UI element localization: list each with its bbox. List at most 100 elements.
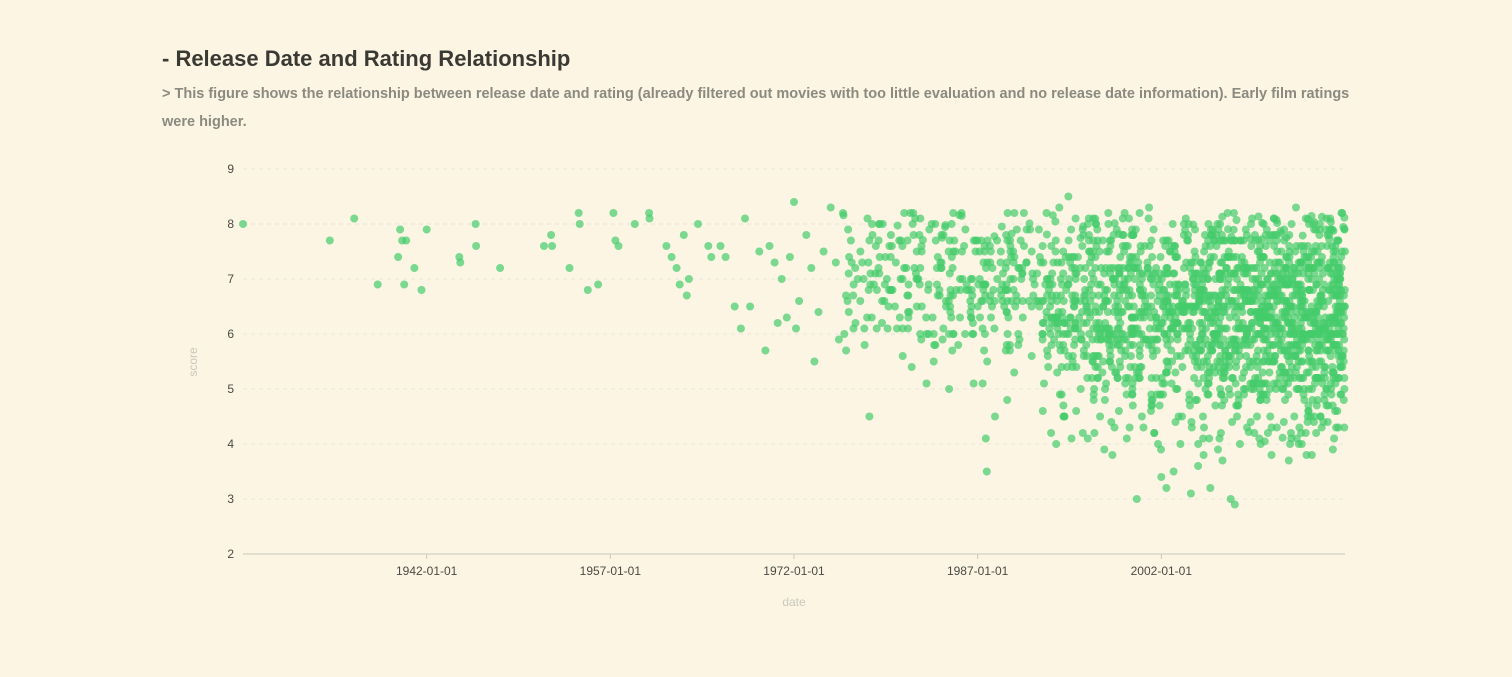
data-point [1093,363,1102,371]
data-point [904,280,913,289]
data-point [1076,234,1085,243]
data-point [1134,258,1143,267]
data-point [1247,308,1256,316]
data-point [1147,275,1156,283]
data-point [1076,264,1085,272]
data-point [863,214,872,223]
data-point [1248,214,1257,223]
data-point [1071,335,1080,344]
data-point [1104,247,1113,256]
data-point [968,330,977,338]
data-point [1009,258,1018,267]
data-point [1168,302,1177,311]
data-point [938,335,947,344]
data-point [1154,440,1162,448]
data-point [1169,467,1178,476]
data-point [1018,297,1027,305]
data-point [1332,236,1341,245]
data-point [1090,429,1099,437]
data-point [1231,286,1239,294]
data-point [1116,253,1125,261]
data-point [1208,341,1217,349]
data-point [1059,412,1068,421]
data-point [1261,308,1270,316]
data-point [1101,319,1110,327]
data-point [1042,209,1051,217]
data-point [1307,247,1316,256]
data-point [1218,456,1227,465]
data-point [1016,236,1025,245]
data-point [945,269,954,278]
data-point [1003,330,1012,338]
data-point [933,291,942,300]
data-point [1316,412,1325,421]
data-point [929,357,938,366]
data-point [1205,258,1213,267]
data-point [1033,269,1042,278]
data-point [942,302,950,311]
data-point [1329,258,1338,267]
data-point [1098,236,1107,245]
data-point [1258,368,1267,377]
data-point [1201,242,1210,250]
data-point [1262,396,1271,404]
data-point [1260,264,1269,272]
data-point [980,346,989,355]
data-point [1235,319,1243,327]
data-point [1197,330,1206,338]
data-point [565,264,574,272]
data-point [1060,319,1069,327]
data-point [968,275,977,283]
data-point [996,247,1005,256]
data-point [1018,264,1027,272]
data-point [1071,214,1080,223]
data-point [1047,341,1056,349]
data-point [1114,335,1123,344]
data-point [1100,269,1109,278]
data-point [795,297,804,305]
data-point [978,297,987,305]
data-point [1162,264,1171,272]
data-point [912,275,921,283]
data-point [1137,412,1146,421]
data-point [868,220,876,228]
data-point [1036,258,1045,267]
data-point [1149,225,1158,234]
data-point [1047,429,1056,437]
data-point [1003,209,1012,217]
data-point [1113,297,1122,305]
data-point [1276,275,1285,283]
data-point [1312,346,1321,355]
data-point [924,286,933,294]
data-point [1038,319,1047,327]
data-point [983,258,992,267]
data-point [1178,363,1187,371]
data-point [842,346,851,355]
data-point [1235,440,1244,448]
data-point [1055,390,1064,399]
data-point [872,324,881,333]
data-point [1304,368,1313,377]
data-point [1108,451,1117,459]
data-point [239,220,247,228]
data-point [1098,368,1107,377]
data-point [1091,264,1100,272]
data-point [716,242,725,250]
data-point [1133,324,1142,333]
data-point [1282,297,1290,305]
data-point [1120,275,1129,283]
data-point [1267,451,1276,459]
data-point [1339,291,1348,300]
data-point [1151,324,1159,333]
data-point [1220,236,1228,245]
data-point [1118,308,1127,316]
data-point [773,319,782,327]
data-point [1063,280,1072,289]
data-point [846,236,855,245]
data-point [1166,280,1174,289]
data-point [1136,242,1145,250]
data-point [1223,280,1232,289]
data-point [1128,341,1137,349]
data-point [1199,434,1208,443]
data-point [1281,396,1289,404]
